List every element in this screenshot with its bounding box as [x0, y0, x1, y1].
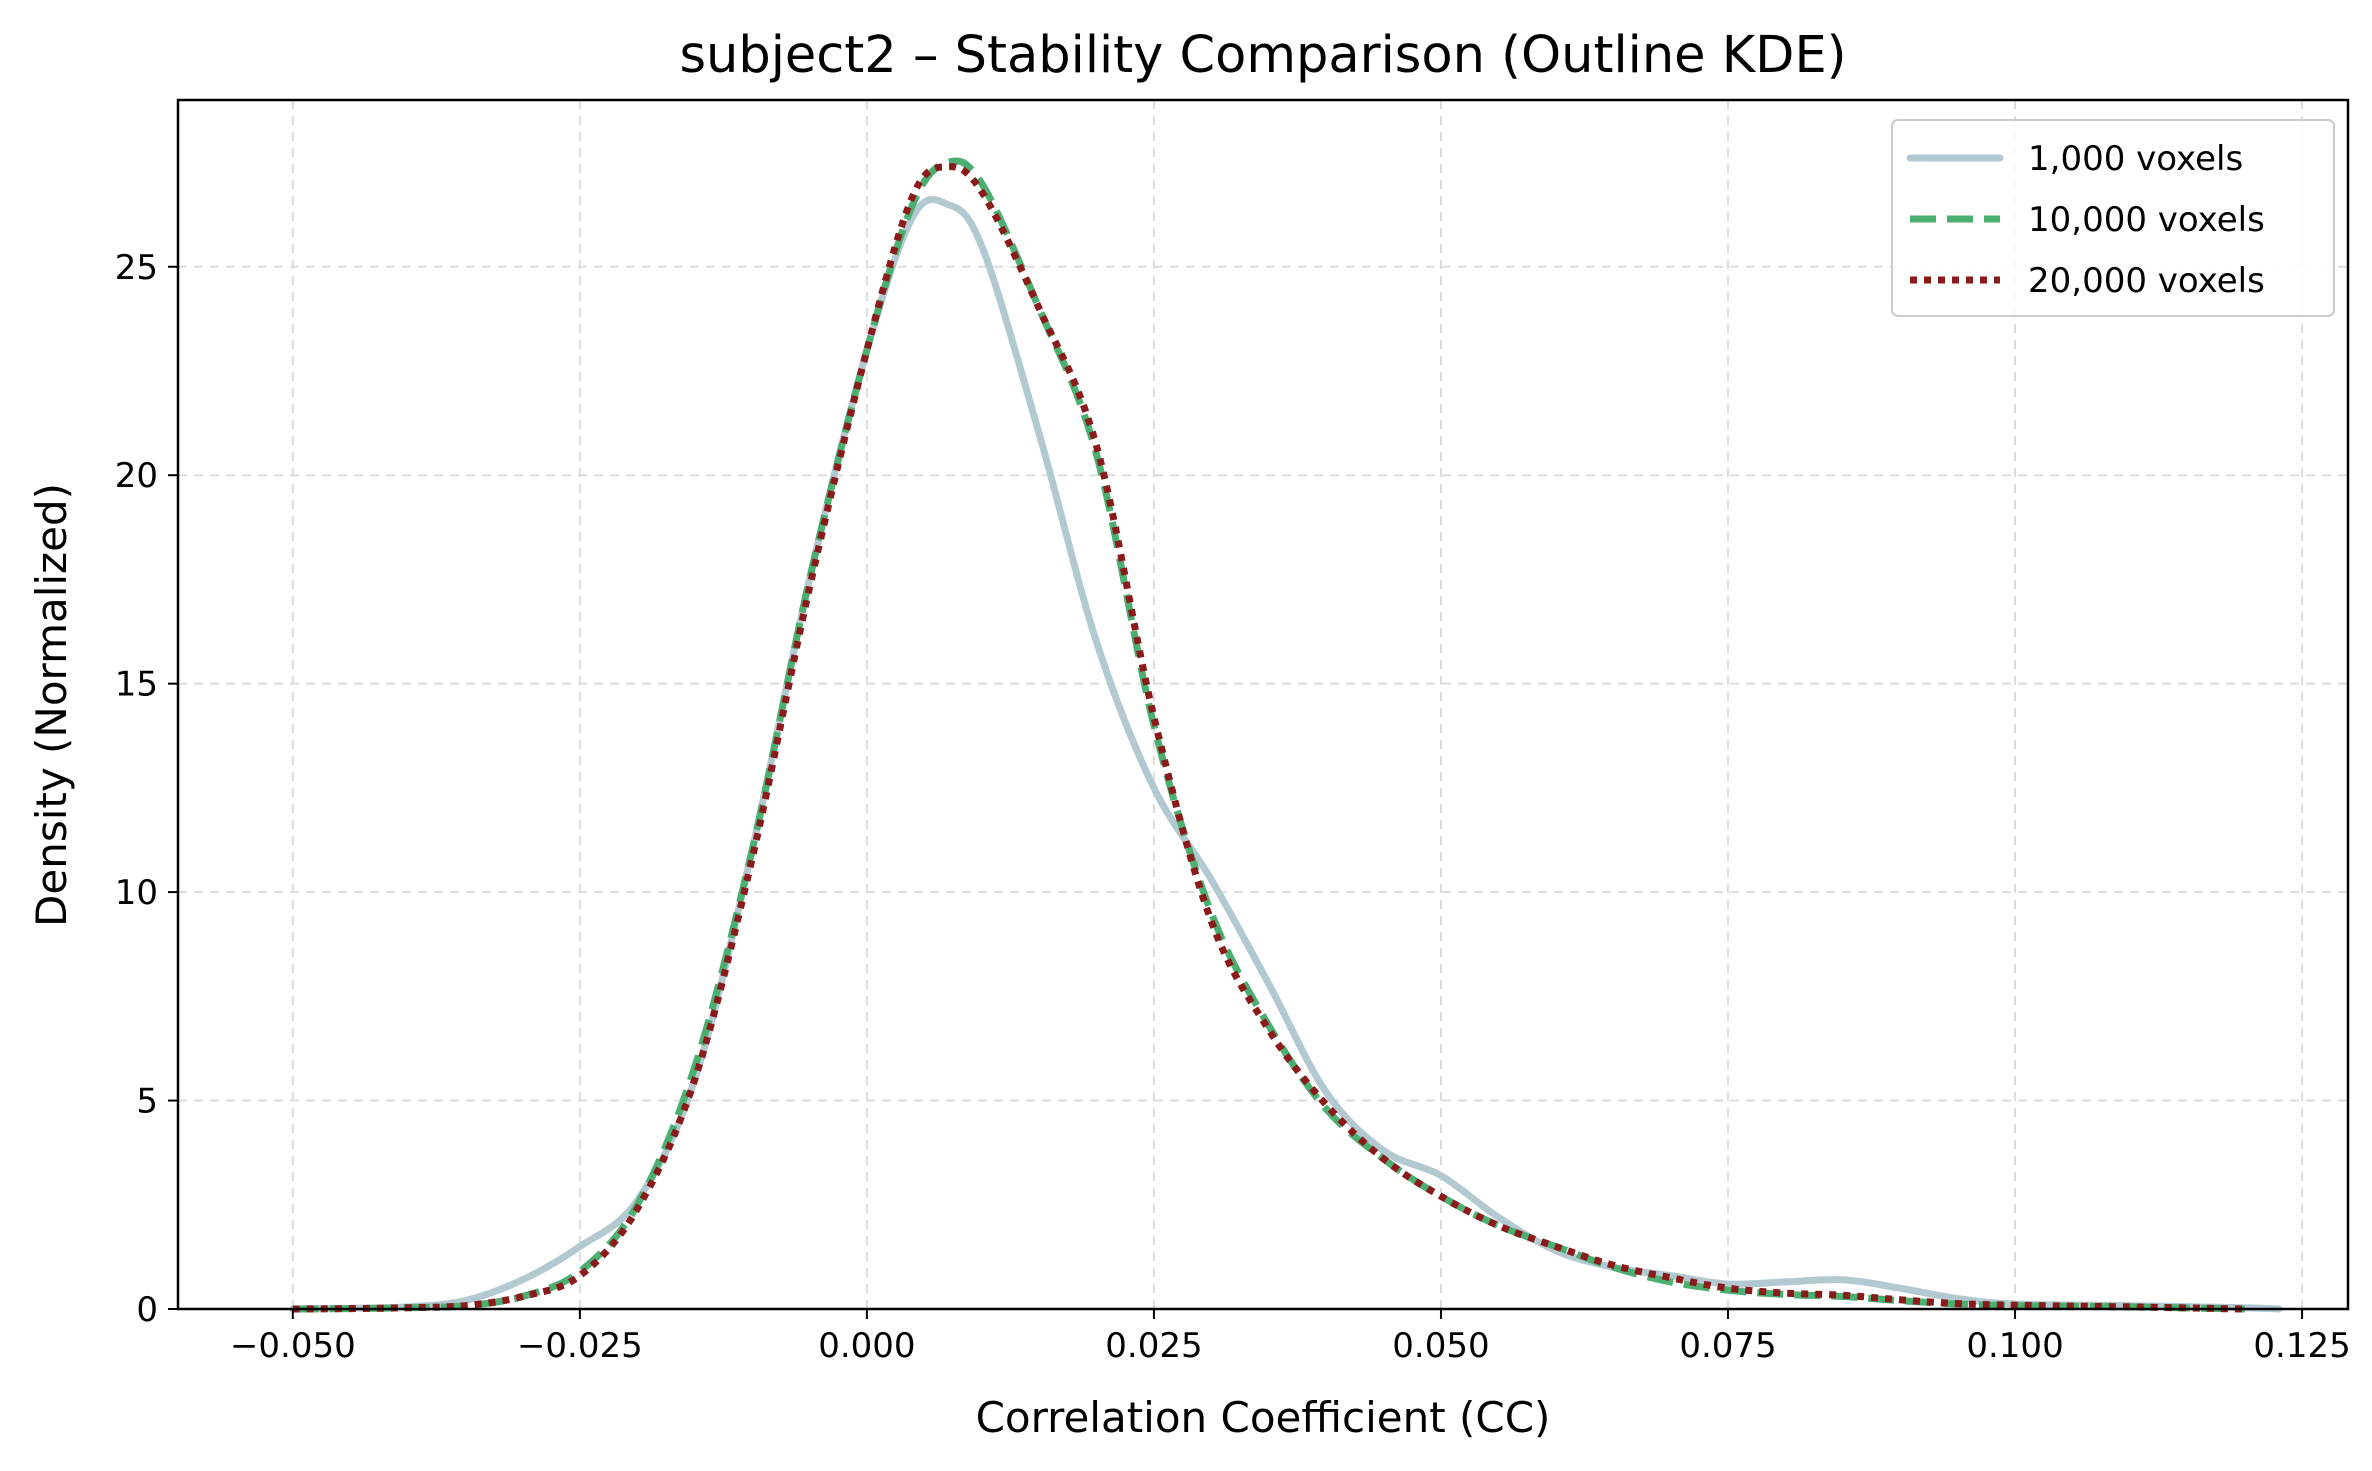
y-tick-label: 20	[115, 456, 158, 496]
x-axis-ticks: −0.050 −0.025 0.000 0.025 0.050 0.075 0.100 0.1…	[230, 1309, 2351, 1366]
x-axis-label: Correlation Coefficient (CC)	[976, 1393, 1551, 1442]
x-tick-label: 0.125	[2253, 1326, 2350, 1366]
x-tick-label: −0.025	[517, 1326, 643, 1366]
legend-label: 20,000 voxels	[2028, 261, 2265, 301]
y-tick-label: 5	[136, 1082, 158, 1122]
y-axis-label: Density (Normalized)	[27, 483, 76, 927]
series-line-2	[292, 157, 2245, 1313]
series-lines	[289, 157, 2283, 1313]
chart-title: subject2 – Stability Comparison (Outline…	[679, 26, 1846, 85]
legend: 1,000 voxels 10,000 voxels 20,000 voxels	[1891, 119, 2335, 317]
legend-label: 10,000 voxels	[2028, 200, 2265, 240]
y-tick-label: 10	[115, 873, 158, 913]
x-tick-label: 0.100	[1966, 1326, 2063, 1366]
x-tick-label: −0.050	[230, 1326, 356, 1366]
x-tick-label: 0.075	[1679, 1326, 1776, 1366]
legend-box	[1891, 119, 2335, 317]
y-axis-ticks: 0 5 10 15 20 25	[115, 248, 178, 1330]
y-tick-label: 15	[115, 665, 158, 705]
x-tick-label: 0.050	[1392, 1326, 1489, 1366]
series-line-3	[292, 163, 2245, 1313]
y-tick-label: 25	[115, 248, 158, 288]
plot-frame	[176, 98, 2350, 1311]
series-line-1	[289, 196, 2283, 1313]
x-tick-label: 0.000	[818, 1326, 915, 1366]
x-tick-label: 0.025	[1105, 1326, 1202, 1366]
y-tick-label: 0	[136, 1290, 158, 1330]
legend-label: 1,000 voxels	[2028, 139, 2243, 179]
